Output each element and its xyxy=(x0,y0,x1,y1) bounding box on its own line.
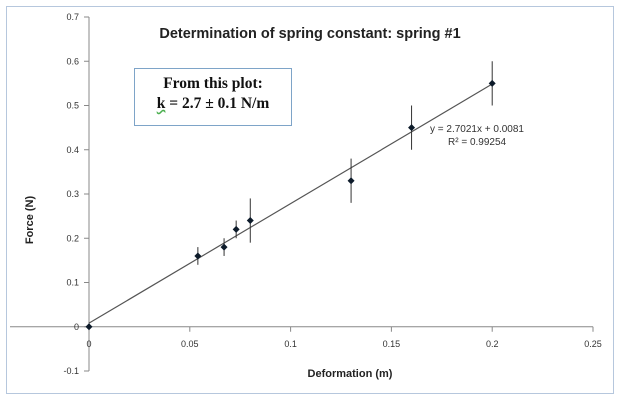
y-axis-title: Force (N) xyxy=(24,195,36,245)
trendline-r-squared: R² = 0.99254 xyxy=(448,137,507,148)
y-tick-label: 0.2 xyxy=(66,233,79,243)
note-heading: From this plot: xyxy=(163,75,263,92)
x-tick-label: 0.05 xyxy=(181,339,199,349)
data-point xyxy=(246,217,254,225)
data-point xyxy=(194,252,202,260)
y-tick-label: 0.5 xyxy=(66,101,79,111)
chart-title: Determination of spring constant: spring… xyxy=(159,26,461,42)
note-k-symbol: k xyxy=(156,95,166,112)
data-point xyxy=(85,323,93,331)
data-point xyxy=(408,124,416,132)
y-tick-label: 0.3 xyxy=(66,189,79,199)
note-k-value: = 2.7 ± 0.1 N/m xyxy=(165,95,270,112)
data-point xyxy=(232,225,240,233)
note-result: k = 2.7 ± 0.1 N/m xyxy=(135,95,291,113)
data-point xyxy=(220,243,228,251)
trendline xyxy=(88,83,493,324)
chart-frame xyxy=(6,6,614,394)
x-tick-label: 0.15 xyxy=(383,339,401,349)
trendline-annotation: y = 2.7021x + 0.0081 R² = 0.99254 xyxy=(430,123,590,149)
x-axis-title: Deformation (m) xyxy=(307,368,393,380)
x-tick-label: 0.2 xyxy=(486,339,499,349)
y-tick-label: 0.6 xyxy=(66,56,79,66)
y-tick-label: 0.1 xyxy=(66,278,79,288)
data-point xyxy=(488,79,496,87)
y-tick-label: 0.7 xyxy=(66,12,79,22)
x-tick-label: 0.25 xyxy=(584,339,602,349)
x-tick-label: 0 xyxy=(86,339,91,349)
y-tick-label: 0 xyxy=(74,322,79,332)
data-point xyxy=(347,177,355,185)
result-note-box: From this plot: k = 2.7 ± 0.1 N/m xyxy=(134,68,292,126)
y-tick-label: -0.1 xyxy=(63,366,79,376)
y-tick-label: 0.4 xyxy=(66,145,79,155)
trendline-equation: y = 2.7021x + 0.0081 xyxy=(430,124,524,135)
x-tick-label: 0.1 xyxy=(284,339,297,349)
